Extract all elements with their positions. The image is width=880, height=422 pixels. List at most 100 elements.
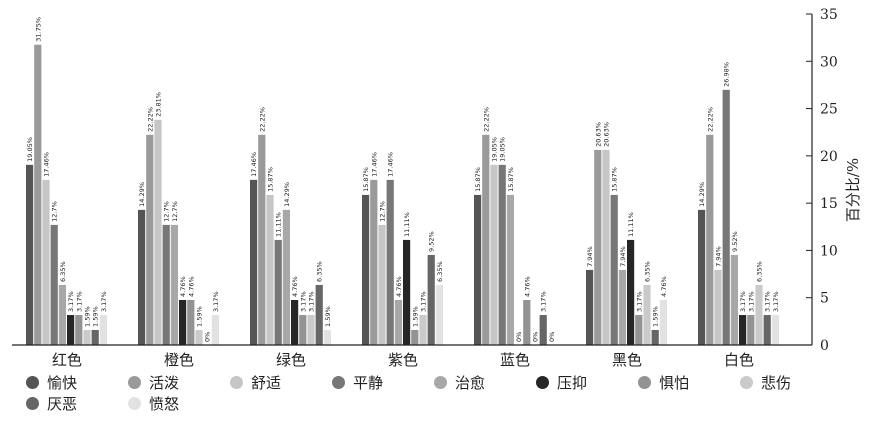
bar-label-5-2: 22.22% bbox=[482, 107, 490, 132]
bar-label-3-9: 6.35% bbox=[316, 261, 324, 282]
bar-6-3 bbox=[602, 149, 610, 345]
bar-label-6-6: 11.11% bbox=[627, 212, 635, 237]
bar-7-2 bbox=[706, 134, 714, 345]
bar-label-4-8: 3.17% bbox=[420, 291, 428, 312]
bar-4-4 bbox=[386, 179, 394, 345]
bar-6-10 bbox=[659, 299, 667, 345]
bar-7-7 bbox=[747, 315, 755, 345]
bar-1-4 bbox=[50, 224, 58, 345]
bar-label-4-5: 4.76% bbox=[395, 276, 403, 297]
legend-item-6: 压抑 bbox=[536, 372, 587, 393]
bar-1-8 bbox=[83, 329, 91, 345]
bar-7-5 bbox=[730, 254, 738, 345]
bar-2-10 bbox=[211, 315, 219, 345]
legend-swatch-2 bbox=[128, 376, 141, 389]
bar-label-1-8: 1.59% bbox=[84, 306, 92, 327]
bar-label-6-10: 4.76% bbox=[660, 276, 668, 297]
bar-3-6 bbox=[291, 299, 299, 345]
bar-label-2-2: 22.22% bbox=[146, 107, 154, 132]
bar-2-1 bbox=[138, 209, 146, 345]
bar-2-7 bbox=[187, 299, 195, 345]
bar-3-7 bbox=[299, 315, 307, 345]
bar-3-10 bbox=[323, 329, 331, 345]
legend-swatch-8 bbox=[740, 376, 753, 389]
legend-item-2: 活泼 bbox=[128, 372, 179, 393]
bar-label-4-3: 12.7% bbox=[379, 201, 387, 222]
bar-1-6 bbox=[67, 315, 75, 345]
bar-5-7 bbox=[523, 299, 531, 345]
bar-label-3-5: 14.29% bbox=[283, 182, 291, 207]
y-ticks-layer: 0 5 10 15 20 25 30 35 bbox=[806, 7, 838, 354]
bar-4-5 bbox=[394, 299, 402, 345]
bar-label-7-9: 3.17% bbox=[764, 291, 772, 312]
bar-label-1-2: 31.75% bbox=[34, 17, 42, 42]
bar-3-3 bbox=[266, 194, 274, 345]
legend-label-3: 舒适 bbox=[251, 374, 282, 392]
bar-label-3-10: 1.59% bbox=[324, 306, 332, 327]
bar-label-4-2: 17.46% bbox=[370, 152, 378, 177]
bar-label-5-6: 0% bbox=[515, 332, 523, 342]
bar-label-5-4: 19.05% bbox=[499, 137, 507, 162]
legend-label-1: 愉快 bbox=[47, 374, 78, 392]
legend-label-4: 平静 bbox=[353, 374, 384, 392]
bar-label-2-1: 14.29% bbox=[138, 182, 146, 207]
bar-label-1-9: 1.59% bbox=[92, 306, 100, 327]
bar-6-4 bbox=[610, 194, 618, 345]
bar-label-1-4: 12.7% bbox=[51, 201, 59, 222]
y-tick-label-7: 35 bbox=[820, 7, 838, 23]
y-tick-label-1: 5 bbox=[820, 291, 829, 307]
legend-item-7: 惧怕 bbox=[638, 372, 689, 393]
bar-label-7-5: 9.52% bbox=[731, 231, 739, 252]
bar-label-1-6: 3.17% bbox=[67, 291, 75, 312]
bar-label-6-2: 20.63% bbox=[594, 122, 602, 147]
bar-5-5 bbox=[506, 194, 514, 345]
bar-label-6-7: 3.17% bbox=[635, 291, 643, 312]
bar-label-1-10: 3.17% bbox=[100, 291, 108, 312]
bar-label-2-4: 12.7% bbox=[163, 201, 171, 222]
legend-item-4: 平静 bbox=[332, 372, 383, 393]
bar-4-8 bbox=[419, 315, 427, 345]
x-tick-label-2: 橙色 bbox=[164, 351, 194, 369]
bar-label-1-7: 3.17% bbox=[75, 291, 83, 312]
bar-label-1-1: 19.05% bbox=[26, 137, 34, 162]
bar-label-1-3: 17.46% bbox=[43, 152, 51, 177]
bar-7-4 bbox=[722, 89, 730, 345]
legend-item-8: 悲伤 bbox=[740, 372, 791, 393]
bar-3-8 bbox=[307, 315, 315, 345]
bar-label-6-5: 7.94% bbox=[619, 246, 627, 267]
bar-label-2-10: 3.17% bbox=[212, 291, 220, 312]
bar-1-1 bbox=[26, 164, 34, 345]
bar-6-7 bbox=[635, 315, 643, 345]
bar-2-6 bbox=[179, 299, 187, 345]
legend-label-6: 压抑 bbox=[557, 374, 588, 392]
bar-label-2-3: 23.81% bbox=[155, 92, 163, 117]
bar-label-2-7: 4.76% bbox=[187, 276, 195, 297]
x-tick-label-1: 红色 bbox=[52, 351, 82, 369]
legend-item-3: 舒适 bbox=[230, 372, 281, 393]
bar-label-5-10: 0% bbox=[548, 332, 556, 342]
bar-4-6 bbox=[403, 239, 411, 345]
bar-5-4 bbox=[498, 164, 506, 345]
legend-swatch-9 bbox=[26, 397, 39, 410]
bar-4-3 bbox=[378, 224, 386, 345]
bar-label-6-1: 7.94% bbox=[586, 246, 594, 267]
bar-label-5-7: 4.76% bbox=[523, 276, 531, 297]
bar-label-7-2: 22.22% bbox=[706, 107, 714, 132]
bar-2-8 bbox=[195, 329, 203, 345]
legend-item-10: 愤怒 bbox=[128, 393, 179, 414]
bar-label-5-5: 15.87% bbox=[507, 167, 515, 192]
legend-label-9: 厌恶 bbox=[47, 395, 78, 413]
bar-label-3-7: 3.17% bbox=[299, 291, 307, 312]
bar-label-7-1: 14.29% bbox=[698, 182, 706, 207]
bar-1-7 bbox=[75, 315, 83, 345]
bar-7-8 bbox=[755, 284, 763, 345]
legend-swatch-3 bbox=[230, 376, 243, 389]
x-tick-label-7: 白色 bbox=[724, 351, 754, 369]
bar-1-9 bbox=[91, 329, 99, 345]
y-tick-label-5: 25 bbox=[820, 102, 838, 118]
bar-label-3-4: 11.11% bbox=[275, 212, 283, 237]
bar-3-2 bbox=[258, 134, 266, 345]
bar-label-7-10: 3.17% bbox=[772, 291, 780, 312]
bar-4-1 bbox=[362, 194, 370, 345]
bar-2-2 bbox=[146, 134, 154, 345]
